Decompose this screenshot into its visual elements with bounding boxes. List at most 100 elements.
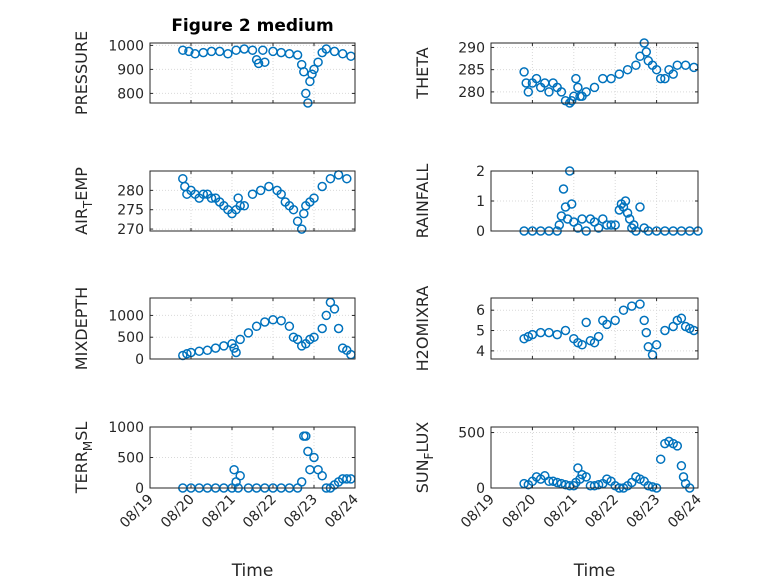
axes-frame xyxy=(149,42,356,104)
y-tick-label: 275 xyxy=(117,203,144,219)
y-tick-label: 0 xyxy=(135,352,144,368)
data-point xyxy=(641,327,652,338)
data-point xyxy=(301,431,311,441)
data-point xyxy=(229,343,239,353)
data-point xyxy=(660,73,670,84)
data-point xyxy=(635,202,645,212)
y-tick-label: 270 xyxy=(117,222,144,238)
y-tick-label: 0 xyxy=(476,481,485,497)
x-tick-label: 08/23 xyxy=(281,492,321,532)
data-point xyxy=(292,50,303,60)
data-point xyxy=(299,67,309,77)
data-point xyxy=(575,474,585,484)
data-point xyxy=(635,299,645,309)
data-point xyxy=(523,87,534,97)
y-axis-label: TERRMSL xyxy=(72,422,95,495)
data-point xyxy=(309,193,319,203)
x-tick-label: 08/19 xyxy=(117,492,157,532)
data-point xyxy=(317,323,327,334)
data-point xyxy=(635,51,645,62)
data-point xyxy=(610,315,620,326)
data-point xyxy=(560,325,571,336)
data-point xyxy=(288,204,299,215)
chart-title: Figure 2 medium xyxy=(171,16,333,36)
x-tick-label: 08/24 xyxy=(322,491,362,531)
axes-background xyxy=(491,43,698,103)
data-point xyxy=(660,325,670,336)
y-tick-label: 500 xyxy=(458,426,485,442)
data-point xyxy=(178,45,188,55)
x-tick-label: 08/21 xyxy=(199,492,239,532)
y-tick-label: 800 xyxy=(117,86,144,102)
data-point xyxy=(264,181,274,192)
data-point xyxy=(329,46,340,57)
data-point xyxy=(231,347,241,358)
axes-frame xyxy=(490,426,699,489)
y-tick-label: 285 xyxy=(458,63,485,79)
data-point xyxy=(521,78,531,88)
subplot-air-temp: 270 275 280 AIRTEMP xyxy=(72,167,356,238)
data-point xyxy=(309,64,319,75)
data-point xyxy=(655,454,666,464)
data-point xyxy=(317,471,327,481)
data-point xyxy=(342,474,352,484)
series-markers xyxy=(519,299,699,360)
data-point xyxy=(239,201,250,211)
y-tick-label: 290 xyxy=(458,40,485,56)
subplot-pressure: 800 900 1000 PRESSURE Figure 2 medium xyxy=(72,16,356,115)
data-point xyxy=(284,321,295,332)
y-tick-label: 5 xyxy=(476,324,485,340)
x-tick-label: 08/20 xyxy=(499,492,539,532)
series-markers xyxy=(178,170,352,234)
data-point xyxy=(303,446,313,457)
axes-frame xyxy=(149,170,356,232)
y-tick-label: 500 xyxy=(117,330,144,346)
data-point xyxy=(247,45,258,55)
data-point xyxy=(214,46,225,57)
series-markers xyxy=(178,44,356,108)
data-point xyxy=(309,452,319,463)
data-point xyxy=(247,189,258,199)
y-tick-label: 4 xyxy=(476,344,485,360)
data-point xyxy=(593,223,604,233)
axes-background xyxy=(491,171,698,231)
data-point xyxy=(198,189,209,199)
y-axis-label: MIXDEPTH xyxy=(72,287,91,370)
y-tick-label: 500 xyxy=(117,451,144,467)
subplot-terr-msl: 0 500 1000 08/19 08/20 08/21 08/22 08/23 08/24 TE… xyxy=(72,420,362,581)
data-point xyxy=(606,220,616,230)
y-tick-label: 1000 xyxy=(108,38,144,54)
data-point xyxy=(655,73,666,84)
y-tick-label: 1000 xyxy=(108,308,144,324)
data-point xyxy=(519,67,529,77)
y-tick-label: 6 xyxy=(476,303,485,319)
y-axis-label: SUNFLUX xyxy=(413,422,436,494)
x-tick-label: 08/22 xyxy=(582,492,622,532)
data-point xyxy=(678,472,689,482)
x-tick-label: 08/22 xyxy=(240,492,280,532)
data-point xyxy=(566,199,577,209)
subplot-mixdepth: 0 500 1000 MIXDEPTH xyxy=(72,287,356,370)
data-point xyxy=(258,45,268,55)
data-point xyxy=(558,184,569,194)
data-point xyxy=(581,317,591,328)
data-point xyxy=(606,73,616,84)
data-point xyxy=(618,305,629,315)
y-axis-label: H2OMIXRA xyxy=(413,286,432,372)
axes-frame xyxy=(490,297,699,360)
data-point xyxy=(676,313,687,324)
data-point xyxy=(552,329,562,340)
y-tick-label: 0 xyxy=(476,224,485,240)
data-point xyxy=(676,461,687,471)
data-point xyxy=(260,57,270,67)
data-point xyxy=(581,472,591,482)
axes-frame xyxy=(490,42,699,104)
data-point xyxy=(668,69,678,79)
y-tick-label: 280 xyxy=(458,85,485,101)
data-point xyxy=(251,321,262,332)
y-tick-label: 900 xyxy=(117,62,144,78)
data-point xyxy=(573,463,583,473)
y-tick-label: 2 xyxy=(476,164,485,180)
x-tick-label: 08/21 xyxy=(541,492,581,532)
